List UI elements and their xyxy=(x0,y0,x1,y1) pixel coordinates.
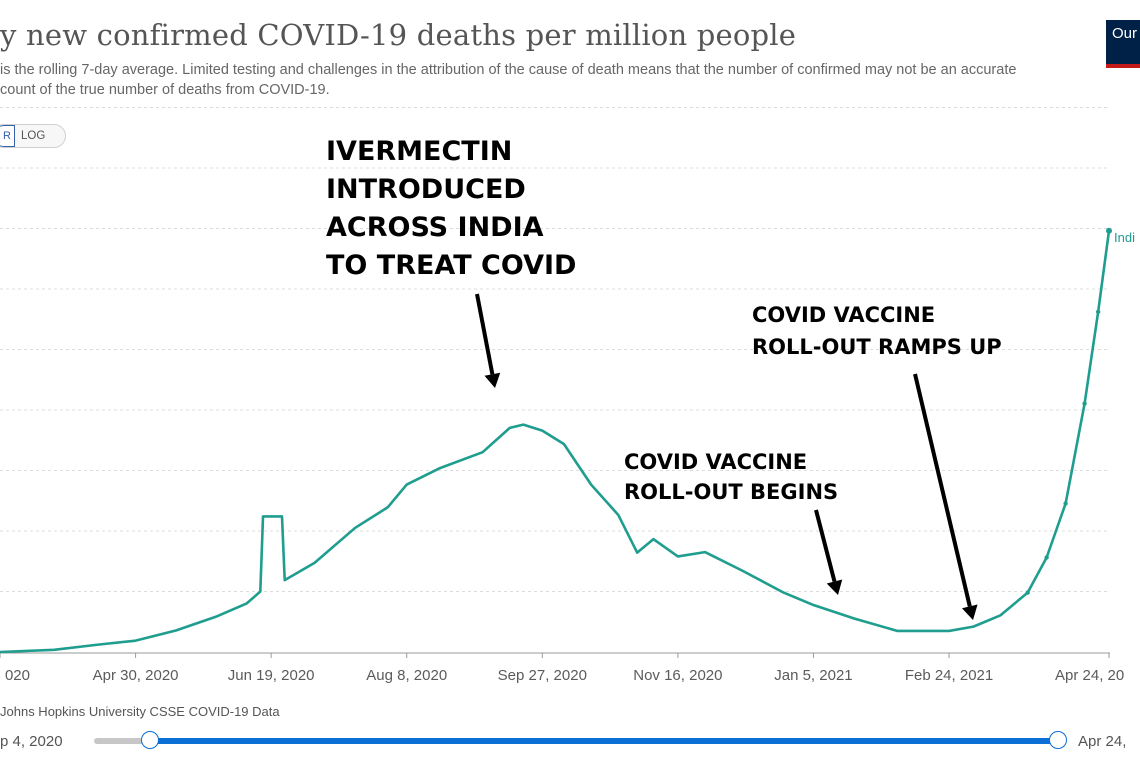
timeline-start-label: p 4, 2020 xyxy=(0,733,63,750)
annotation-text: COVID VACCINE xyxy=(752,303,935,327)
line-chart: 020 Apr 30, 2020 Jun 19, 2020 Aug 8, 2020 Se… xyxy=(0,107,1135,684)
annotation-text: ACROSS INDIA xyxy=(326,212,544,243)
annotation-text: INTRODUCED xyxy=(326,174,526,205)
x-tick-label: Apr 24, 20 xyxy=(1055,667,1124,684)
annotation-arrowhead xyxy=(484,372,501,388)
data-point[interactable] xyxy=(1044,555,1049,560)
x-tick-label: Feb 24, 2021 xyxy=(905,667,993,684)
log-scale-button[interactable]: LOG xyxy=(21,130,46,142)
timeline-start-handle[interactable] xyxy=(140,731,159,749)
annotation-text: ROLL-OUT RAMPS UP xyxy=(752,335,1002,359)
annotation-arrow xyxy=(913,373,972,607)
linear-scale-button[interactable]: R xyxy=(0,125,15,147)
x-tick-label: Nov 16, 2020 xyxy=(633,667,722,684)
annotation-text: IVERMECTIN xyxy=(326,136,512,167)
series-layer: Indi xyxy=(0,227,1135,654)
data-point[interactable] xyxy=(1063,501,1068,506)
timeline-selected-range xyxy=(149,738,1058,744)
chart-title: y new confirmed COVID-19 deaths per mill… xyxy=(0,18,797,52)
series-line[interactable] xyxy=(0,230,1111,654)
annotation-text: COVID VACCINE xyxy=(624,450,807,474)
annotation-arrowhead xyxy=(826,579,843,595)
data-point[interactable] xyxy=(1082,401,1087,406)
x-tick-label: 020 xyxy=(5,667,30,684)
x-tick-label: Apr 30, 2020 xyxy=(93,667,179,684)
timeline-end-label: Apr 24, xyxy=(1078,733,1127,750)
source-note: Johns Hopkins University CSSE COVID-19 D… xyxy=(0,704,280,719)
annotation-arrow xyxy=(814,509,837,582)
x-axis-ticks: 020 Apr 30, 2020 Jun 19, 2020 Aug 8, 2020 Se… xyxy=(0,653,1124,684)
x-tick-label: Sep 27, 2020 xyxy=(498,667,587,684)
x-tick-label: Aug 8, 2020 xyxy=(366,667,447,684)
data-point[interactable] xyxy=(1025,590,1030,595)
annotation-arrowhead xyxy=(962,604,978,620)
timeline-end-handle[interactable] xyxy=(1049,731,1067,749)
annotation-arrow xyxy=(475,293,495,375)
data-point[interactable] xyxy=(1095,309,1101,314)
owid-logo[interactable]: Our World in Data xyxy=(1106,20,1140,68)
series-end-point[interactable] xyxy=(1106,227,1112,234)
x-tick-label: Jan 5, 2021 xyxy=(774,667,852,684)
x-tick-label: Jun 19, 2020 xyxy=(228,667,315,684)
series-label: Indi xyxy=(1114,230,1135,245)
chart-subtitle: is the rolling 7-day average. Limited te… xyxy=(0,62,1017,98)
gridlines xyxy=(0,107,1110,654)
annotations-layer: IVERMECTIN INTRODUCED ACROSS INDIA TO TREAT… xyxy=(326,136,1002,620)
annotation-text: TO TREAT COVID xyxy=(326,250,576,281)
annotation-text: ROLL-OUT BEGINS xyxy=(624,480,838,504)
scale-toggle[interactable]: R LOG xyxy=(0,124,66,148)
